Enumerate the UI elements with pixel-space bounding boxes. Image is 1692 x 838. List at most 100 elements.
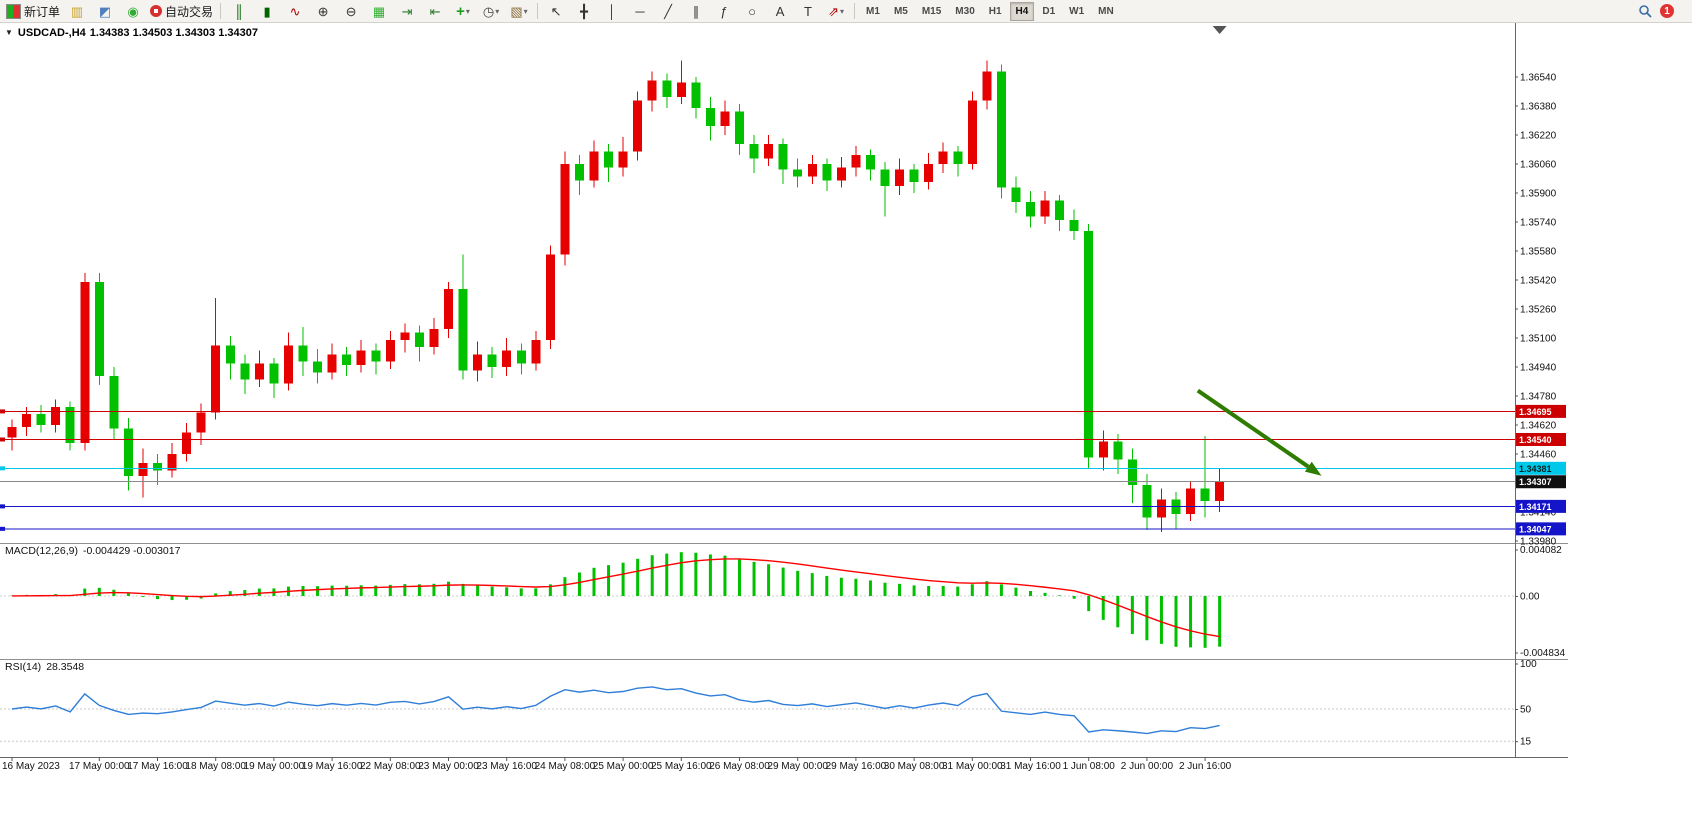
search-icon[interactable]: [1638, 4, 1652, 18]
zoom-in-icon[interactable]: ⊕: [317, 3, 329, 19]
candle: [385, 339, 395, 362]
candle: [604, 151, 614, 168]
line-anchor[interactable]: [0, 437, 5, 442]
price-line-tag[interactable]: [1516, 499, 1566, 513]
candle: [822, 164, 832, 181]
bar-chart-icon[interactable]: ║: [234, 3, 244, 19]
timeframe-d1[interactable]: D1: [1042, 5, 1056, 17]
new-order-icon: [6, 3, 21, 19]
timeframe-m30[interactable]: M30: [955, 5, 975, 17]
time-axis-label: 19 May 16:00: [302, 761, 363, 772]
ellipse-icon[interactable]: ○: [748, 3, 756, 19]
price-axis-label: 1.36540: [1520, 73, 1557, 84]
timeframe-h1[interactable]: H1: [988, 5, 1002, 17]
timeframe-mn[interactable]: MN: [1098, 5, 1114, 17]
line-chart-icon[interactable]: ∿: [289, 3, 301, 19]
time-axis-label: 19 May 00:00: [244, 761, 305, 772]
timeframe-toolbar: M1 M5 M15 M30 H1 H4 D1 W1 MN: [859, 1, 1121, 21]
price-axis-label: 1.34620: [1520, 421, 1557, 432]
text-icon[interactable]: A: [775, 3, 785, 19]
candle: [473, 354, 483, 371]
svg-text:1.34540: 1.34540: [1519, 435, 1552, 445]
timeframe-m5[interactable]: M5: [893, 5, 908, 17]
templates-icon[interactable]: ▧ ▾: [510, 3, 528, 19]
price-axis-label: 1.35580: [1520, 247, 1557, 258]
price-line-tag[interactable]: [1516, 522, 1566, 536]
line-anchor[interactable]: [0, 504, 5, 509]
candle: [1113, 441, 1123, 460]
candle: [1142, 484, 1152, 518]
cursor-icon[interactable]: ↖: [550, 3, 562, 19]
chart-shift-icon[interactable]: ⇤: [429, 3, 441, 19]
candle: [36, 414, 46, 425]
tile-windows-icon[interactable]: ▦: [372, 3, 386, 19]
price-axis-label: 1.33980: [1520, 537, 1557, 548]
periods-icon[interactable]: ◷ ▾: [482, 3, 500, 19]
indicators-icon[interactable]: + ▾: [456, 2, 470, 20]
auto-scroll-icon[interactable]: ⇥: [401, 3, 413, 19]
time-axis-label: 23 May 16:00: [476, 761, 537, 772]
notification-badge[interactable]: 1: [1660, 4, 1674, 18]
candle: [225, 345, 235, 364]
candle: [429, 328, 439, 348]
timeframe-h4[interactable]: H4: [1009, 1, 1035, 21]
charts-icon[interactable]: ▥: [70, 3, 84, 19]
candle: [982, 71, 992, 101]
rsi-current-value: 28.3548: [46, 661, 85, 673]
time-axis-label: 17 May 00:00: [69, 761, 130, 772]
price-axis-label: 1.34780: [1520, 392, 1557, 403]
chart-shift-marker[interactable]: [1212, 26, 1227, 34]
price-chart-canvas[interactable]: 1.36540 1.36380 1.36220 1.36060 1.35900 1.357…: [0, 23, 1568, 777]
channel-icon[interactable]: ∥: [692, 3, 700, 19]
price-axis-label: 1.35260: [1520, 305, 1557, 316]
candle: [400, 332, 410, 340]
toolbar-separator: [220, 3, 222, 19]
timeframe-w1[interactable]: W1: [1069, 5, 1085, 17]
chart-window[interactable]: 1.36540 1.36380 1.36220 1.36060 1.35900 1.357…: [0, 23, 1568, 777]
time-axis-label: 31 May 00:00: [942, 761, 1003, 772]
candle: [298, 345, 308, 362]
candle: [516, 350, 526, 364]
autotrading-button[interactable]: 自动交易: [147, 0, 216, 22]
one-click-trading-toggle[interactable]: ▼: [5, 28, 13, 37]
trend-arrow[interactable]: [1196, 388, 1310, 469]
candle: [545, 254, 555, 340]
horizontal-line-icon[interactable]: ─: [635, 3, 645, 19]
current-price-tag[interactable]: [1516, 475, 1566, 489]
price-axis-label: 1.34460: [1520, 450, 1557, 461]
svg-text:1.34381: 1.34381: [1519, 464, 1552, 474]
time-axis-label: 29 May 16:00: [826, 761, 887, 772]
profiles-icon[interactable]: ◩: [98, 3, 112, 19]
candle: [589, 151, 599, 181]
zoom-out-icon[interactable]: ⊖: [345, 3, 357, 19]
line-anchor[interactable]: [0, 409, 5, 414]
new-order-button[interactable]: 新订单: [3, 0, 63, 22]
timeframe-m15[interactable]: M15: [921, 5, 942, 17]
time-axis-label: 2 Jun 00:00: [1121, 761, 1174, 772]
chevron-down-icon: ▾: [495, 6, 500, 16]
line-anchor[interactable]: [0, 526, 5, 531]
price-line-tag[interactable]: [1516, 404, 1566, 418]
candlestick-chart-icon[interactable]: ▮: [263, 3, 271, 19]
arrows-icon[interactable]: ⇗ ▾: [828, 3, 844, 19]
candle: [793, 169, 803, 177]
trend-arrow-head[interactable]: [1304, 461, 1322, 476]
candle: [487, 354, 497, 367]
price-line-tag[interactable]: [1516, 461, 1566, 475]
svg-text:1.34307: 1.34307: [1519, 477, 1552, 487]
text-label-icon[interactable]: T: [804, 3, 812, 19]
trendline-icon[interactable]: ╱: [664, 3, 672, 19]
macd-current-values: -0.004429 -0.003017: [82, 545, 181, 557]
line-anchor[interactable]: [0, 466, 5, 471]
macd-axis-label: -0.004834: [1520, 648, 1565, 659]
crosshair-icon[interactable]: ╋: [580, 3, 588, 19]
vertical-line-icon[interactable]: │: [607, 3, 617, 19]
fibonacci-icon[interactable]: ƒ: [720, 3, 728, 19]
symbol-period-label: USDCAD-,H4: [17, 27, 86, 39]
candle: [196, 412, 206, 433]
candle: [1186, 488, 1196, 514]
price-line-tag[interactable]: [1516, 433, 1566, 446]
market-watch-icon[interactable]: ◉: [127, 3, 139, 19]
candle: [167, 454, 177, 471]
timeframe-m1[interactable]: M1: [866, 5, 880, 17]
